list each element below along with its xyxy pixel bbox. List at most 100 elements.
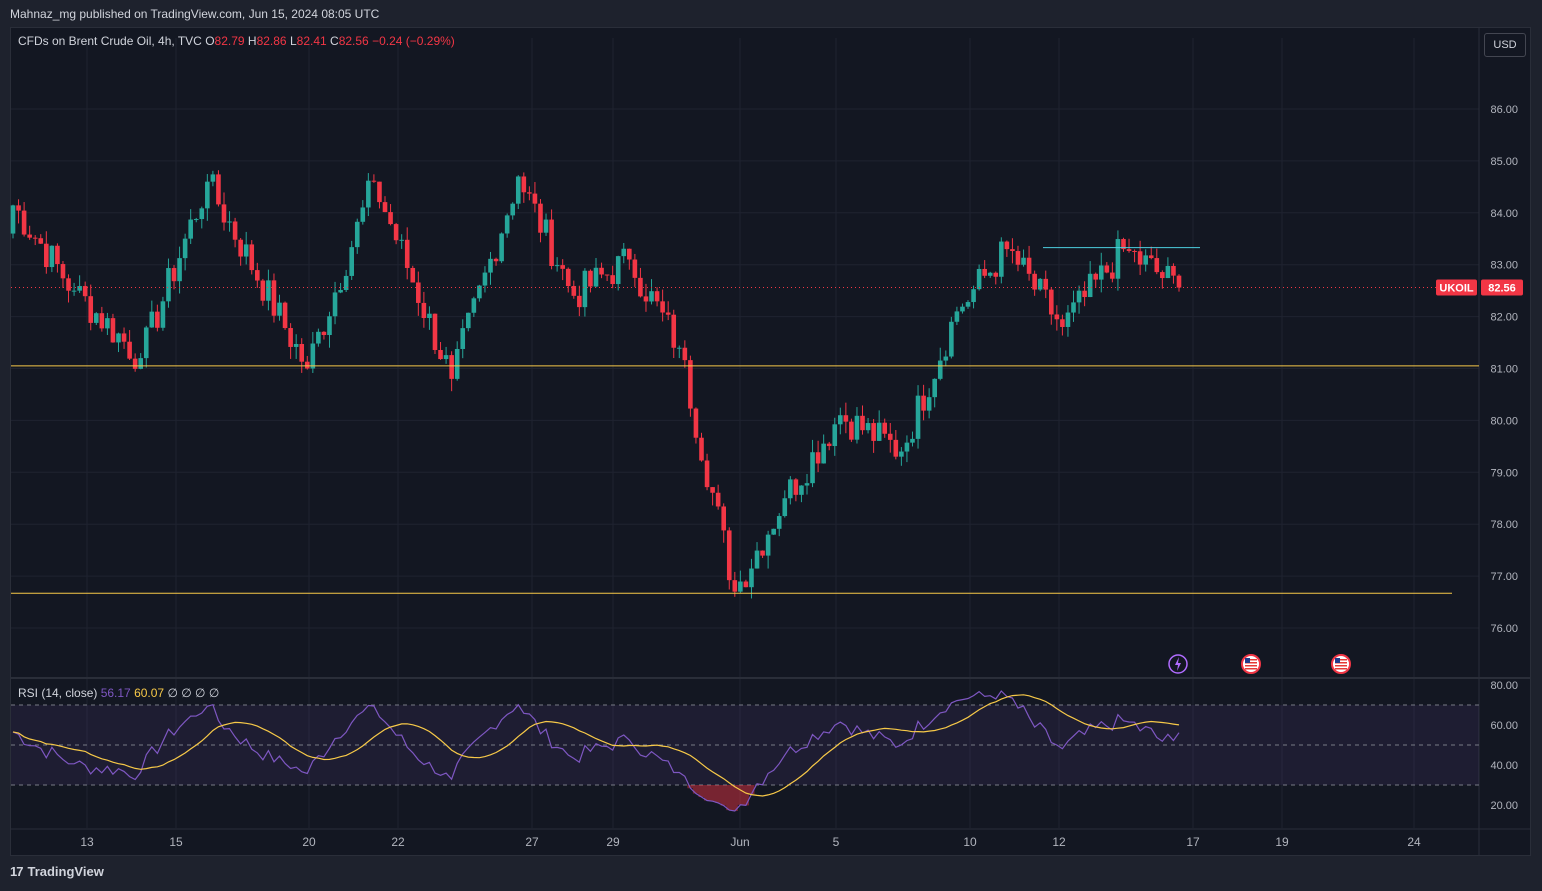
candle bbox=[227, 221, 232, 223]
candle bbox=[432, 313, 438, 350]
candle bbox=[882, 422, 888, 434]
us-flag-canton bbox=[1245, 658, 1250, 663]
candle bbox=[910, 438, 915, 443]
candle bbox=[810, 452, 815, 484]
rsi-band-fill bbox=[11, 705, 1479, 785]
candle bbox=[138, 358, 144, 369]
currency-button[interactable]: USD bbox=[1484, 33, 1526, 57]
candle bbox=[210, 174, 216, 182]
candle bbox=[560, 265, 565, 269]
candle bbox=[654, 291, 660, 302]
rsi-oversold-fill bbox=[687, 785, 755, 811]
candle bbox=[660, 301, 665, 313]
rsi-legend: RSI (14, close) 56.17 60.07 ∅ ∅ ∅ ∅ bbox=[18, 686, 219, 700]
us-flag-icon[interactable] bbox=[1241, 654, 1261, 674]
us-flag-stripe bbox=[1335, 659, 1347, 661]
us-flag-icon[interactable] bbox=[1331, 654, 1351, 674]
us-flag-canton bbox=[1335, 658, 1340, 663]
candle bbox=[671, 314, 677, 348]
price-axis: 76.00 77.00 78.00 79.00 80.00 81.00 82.00 83.00… bbox=[1490, 104, 1518, 635]
candle bbox=[715, 492, 721, 507]
candle bbox=[471, 298, 477, 313]
candle bbox=[377, 181, 382, 203]
candle bbox=[93, 313, 99, 323]
us-flag-stripe bbox=[1245, 659, 1257, 661]
candle bbox=[288, 328, 293, 347]
symbol-legend: CFDs on Brent Crude Oil, 4h, TVC O82.79 … bbox=[18, 34, 455, 48]
candle bbox=[699, 437, 704, 461]
candle bbox=[826, 443, 832, 447]
price-tick-label: 79.00 bbox=[1490, 467, 1518, 479]
candle bbox=[965, 302, 971, 307]
candle bbox=[193, 219, 199, 221]
candle bbox=[921, 395, 926, 411]
candle bbox=[582, 270, 588, 308]
candle bbox=[893, 439, 899, 457]
candle bbox=[488, 258, 493, 273]
candle bbox=[299, 343, 305, 362]
tradingview-logo-icon: 17 bbox=[10, 864, 24, 879]
candle bbox=[665, 312, 671, 315]
candle bbox=[676, 347, 682, 349]
price-tick-label: 81.00 bbox=[1490, 364, 1518, 376]
high-label: H bbox=[247, 34, 257, 48]
candle bbox=[143, 327, 149, 359]
candle bbox=[954, 311, 960, 322]
candle bbox=[404, 239, 410, 268]
candle bbox=[121, 333, 127, 342]
time-tick-label: 17 bbox=[1186, 835, 1200, 849]
candle bbox=[993, 272, 999, 277]
candle bbox=[449, 355, 454, 379]
candle bbox=[588, 270, 593, 287]
lightning-icon-ring bbox=[1168, 654, 1188, 674]
candle bbox=[693, 408, 699, 438]
footer-brand-text: TradingView bbox=[27, 864, 104, 879]
candle bbox=[32, 237, 38, 239]
footer-brand[interactable]: 17 TradingView bbox=[10, 864, 104, 879]
candle bbox=[1054, 314, 1060, 320]
candle bbox=[482, 272, 488, 286]
candle bbox=[171, 268, 177, 282]
candle bbox=[277, 302, 282, 316]
candle bbox=[293, 343, 299, 347]
time-tick-label: 19 bbox=[1275, 835, 1289, 849]
candle bbox=[127, 341, 132, 359]
candle bbox=[738, 581, 743, 592]
candle bbox=[82, 286, 88, 297]
price-tick-label: 76.00 bbox=[1490, 623, 1518, 635]
candle bbox=[88, 296, 94, 323]
candle bbox=[477, 285, 482, 299]
candle bbox=[177, 258, 182, 282]
candle bbox=[593, 267, 599, 287]
candle bbox=[421, 302, 427, 319]
candle bbox=[116, 333, 121, 343]
candle bbox=[166, 268, 171, 302]
candle bbox=[182, 238, 188, 259]
candle bbox=[221, 204, 227, 223]
candle bbox=[771, 528, 776, 535]
lightning-icon[interactable] bbox=[1168, 654, 1188, 674]
candle bbox=[21, 210, 27, 235]
candle bbox=[410, 267, 416, 283]
candle bbox=[776, 516, 782, 529]
candle bbox=[77, 286, 82, 291]
time-tick-label: 22 bbox=[391, 835, 405, 849]
candle bbox=[1121, 239, 1126, 250]
candle bbox=[1015, 251, 1021, 265]
candle bbox=[632, 259, 638, 278]
candle bbox=[643, 296, 649, 302]
candle bbox=[704, 460, 710, 488]
candle bbox=[60, 264, 66, 279]
candle bbox=[971, 289, 976, 303]
candle bbox=[782, 498, 788, 517]
rsi-tick-label: 20.00 bbox=[1490, 800, 1518, 812]
candle bbox=[366, 180, 371, 208]
candle bbox=[899, 451, 904, 457]
time-tick-label: 24 bbox=[1407, 835, 1421, 849]
candle bbox=[160, 301, 166, 328]
candle bbox=[1071, 302, 1076, 313]
candle bbox=[1010, 249, 1015, 252]
price-tick-label: 82.00 bbox=[1490, 312, 1518, 324]
rsi-ma-line bbox=[12, 694, 1180, 797]
